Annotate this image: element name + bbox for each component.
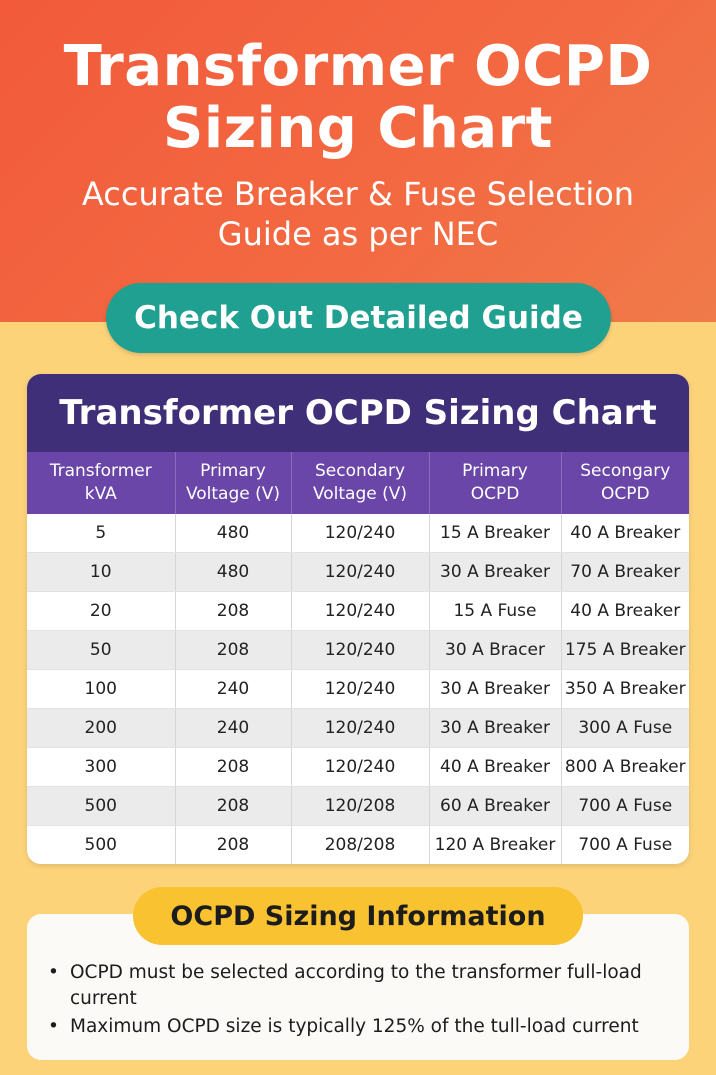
cell-kva: 300 bbox=[27, 747, 176, 787]
cell-secondary-ocpd: 800 A Breaker bbox=[561, 747, 689, 787]
page-subtitle: Accurate Breaker & Fuse Selection Guide … bbox=[0, 174, 716, 254]
info-title: OCPD Sizing Information bbox=[133, 887, 583, 945]
cell-secondary-ocpd: 700 A Fuse bbox=[561, 786, 689, 826]
header-kva-line-2: kVA bbox=[84, 484, 117, 504]
cell-secondary-ocpd: 350 A Breaker bbox=[561, 669, 689, 709]
cell-kva: 10 bbox=[27, 552, 176, 592]
cell-kva: 200 bbox=[27, 708, 176, 748]
hero-banner bbox=[0, 0, 716, 322]
cell-kva: 500 bbox=[27, 825, 176, 864]
page-subtitle-line-1: Accurate Breaker & Fuse Selection bbox=[81, 175, 635, 213]
list-item: Maximum OCPD size is typically 125% of t… bbox=[48, 1014, 678, 1040]
cell-secondary-voltage: 120/240 bbox=[291, 591, 430, 631]
cell-secondary-voltage: 120/240 bbox=[291, 708, 430, 748]
table-row: 500 208 208/208 120 A Breaker 700 A Fuse bbox=[27, 825, 689, 864]
header-kva: Transformer kVA bbox=[27, 452, 176, 514]
cell-primary-ocpd: 15 A Breaker bbox=[429, 514, 562, 553]
cell-primary-voltage: 208 bbox=[175, 825, 292, 864]
cell-primary-ocpd: 30 A Breaker bbox=[429, 708, 562, 748]
table-row: 50 208 120/240 30 A Bracer 175 A Breaker bbox=[27, 630, 689, 670]
cell-primary-ocpd: 60 A Breaker bbox=[429, 786, 562, 826]
cell-primary-voltage: 480 bbox=[175, 514, 292, 553]
cell-primary-ocpd: 30 A Bracer bbox=[429, 630, 562, 670]
cell-secondary-ocpd: 40 A Breaker bbox=[561, 514, 689, 553]
table-row: 200 240 120/240 30 A Breaker 300 A Fuse bbox=[27, 708, 689, 748]
cell-secondary-voltage: 120/240 bbox=[291, 514, 430, 553]
cell-primary-ocpd: 15 A Fuse bbox=[429, 591, 562, 631]
page-subtitle-line-2: Guide as per NEC bbox=[217, 215, 499, 253]
table-row: 5 480 120/240 15 A Breaker 40 A Breaker bbox=[27, 514, 689, 553]
cell-primary-ocpd: 30 A Breaker bbox=[429, 669, 562, 709]
cell-secondary-voltage: 120/240 bbox=[291, 552, 430, 592]
table-row: 20 208 120/240 15 A Fuse 40 A Breaker bbox=[27, 591, 689, 631]
header-secondary-voltage: Secondary Voltage (V) bbox=[291, 452, 430, 514]
cell-secondary-ocpd: 700 A Fuse bbox=[561, 825, 689, 864]
page-title-line-1: Transformer OCPD bbox=[63, 34, 653, 99]
cell-secondary-voltage: 120/208 bbox=[291, 786, 430, 826]
cell-secondary-voltage: 208/208 bbox=[291, 825, 430, 864]
header-secondary-ocpd: Secongary OCPD bbox=[561, 452, 689, 514]
cell-kva: 100 bbox=[27, 669, 176, 709]
list-item: OCPD must be selected according to the t… bbox=[48, 960, 678, 1012]
cell-primary-ocpd: 40 A Breaker bbox=[429, 747, 562, 787]
cell-primary-voltage: 208 bbox=[175, 591, 292, 631]
header-primary-ocpd-line-1: Primary bbox=[462, 461, 528, 481]
cell-secondary-ocpd: 40 A Breaker bbox=[561, 591, 689, 631]
cell-secondary-voltage: 120/240 bbox=[291, 747, 430, 787]
cell-primary-voltage: 208 bbox=[175, 747, 292, 787]
cell-secondary-ocpd: 300 A Fuse bbox=[561, 708, 689, 748]
page-title: Transformer OCPD Sizing Chart bbox=[0, 36, 716, 160]
table-row: 300 208 120/240 40 A Breaker 800 A Break… bbox=[27, 747, 689, 787]
cell-primary-voltage: 208 bbox=[175, 786, 292, 826]
sizing-chart-card: Transformer OCPD Sizing Chart Transforme… bbox=[27, 374, 689, 864]
header-primary-ocpd-line-2: OCPD bbox=[470, 484, 520, 504]
table-row: 10 480 120/240 30 A Breaker 70 A Breaker bbox=[27, 552, 689, 592]
header-secondary-voltage-line-2: Voltage (V) bbox=[312, 484, 408, 504]
cell-kva: 50 bbox=[27, 630, 176, 670]
detailed-guide-button[interactable]: Check Out Detailed Guide bbox=[106, 283, 611, 353]
header-primary-voltage: Primary Voltage (V) bbox=[175, 452, 292, 514]
cell-secondary-ocpd: 70 A Breaker bbox=[561, 552, 689, 592]
sizing-chart-title: Transformer OCPD Sizing Chart bbox=[27, 374, 689, 452]
cell-secondary-voltage: 120/240 bbox=[291, 669, 430, 709]
table-row: 100 240 120/240 30 A Breaker 350 A Break… bbox=[27, 669, 689, 709]
header-secondary-ocpd-line-2: OCPD bbox=[600, 484, 650, 504]
sizing-table: Transformer kVA Primary Voltage (V) Second… bbox=[27, 452, 689, 864]
cell-kva: 500 bbox=[27, 786, 176, 826]
table-header-row: Transformer kVA Primary Voltage (V) Second… bbox=[27, 452, 689, 514]
header-kva-line-1: Transformer bbox=[49, 461, 152, 481]
header-primary-ocpd: Primary OCPD bbox=[429, 452, 562, 514]
page-title-line-2: Sizing Chart bbox=[163, 96, 553, 161]
header-primary-voltage-line-1: Primary bbox=[200, 461, 266, 481]
header-primary-voltage-line-2: Voltage (V) bbox=[185, 484, 281, 504]
header-secondary-voltage-line-1: Secondary bbox=[314, 461, 406, 481]
cell-kva: 20 bbox=[27, 591, 176, 631]
cell-primary-ocpd: 120 A Breaker bbox=[429, 825, 562, 864]
cell-primary-ocpd: 30 A Breaker bbox=[429, 552, 562, 592]
cell-primary-voltage: 240 bbox=[175, 669, 292, 709]
header-secondary-ocpd-line-1: Secongary bbox=[580, 461, 671, 481]
cell-secondary-ocpd: 175 A Breaker bbox=[561, 630, 689, 670]
cell-primary-voltage: 480 bbox=[175, 552, 292, 592]
cell-primary-voltage: 240 bbox=[175, 708, 292, 748]
table-row: 500 208 120/208 60 A Breaker 700 A Fuse bbox=[27, 786, 689, 826]
cell-secondary-voltage: 120/240 bbox=[291, 630, 430, 670]
cell-kva: 5 bbox=[27, 514, 176, 553]
cell-primary-voltage: 208 bbox=[175, 630, 292, 670]
info-list: OCPD must be selected according to the t… bbox=[48, 960, 678, 1042]
